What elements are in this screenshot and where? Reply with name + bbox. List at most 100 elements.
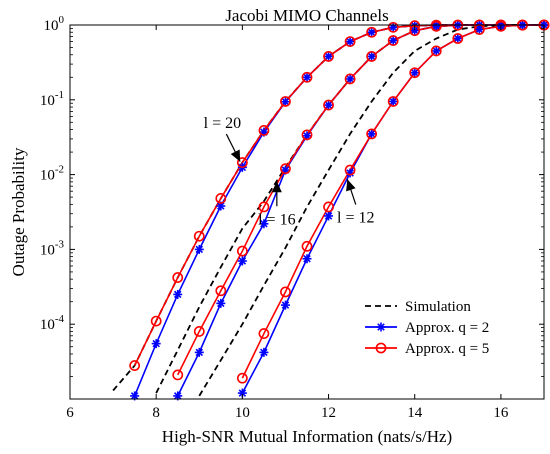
data-point-approx-q-2-l16: [367, 51, 377, 61]
data-point-approx-q-2-l16: [324, 100, 334, 110]
annotation-2: l = 16: [258, 181, 296, 228]
legend-marker-circle: [375, 342, 387, 354]
data-point-approx-q-5-l20: [236, 157, 248, 168]
data-point-approx-q-2-l12-stroke: [454, 34, 462, 43]
annotations: l = 20 l = 16 l = 12: [204, 115, 375, 228]
data-point-approx-q-2-l20: [324, 51, 334, 61]
data-point-approx-q-5-l16: [172, 369, 184, 381]
data-point-approx-q-2-l16-stroke: [260, 220, 268, 228]
data-point-approx-q-5-l16: [280, 163, 291, 175]
data-point-approx-q-5-l12: [430, 45, 442, 57]
annotation-arrow-head: [271, 181, 282, 193]
data-point-approx-q-2-l16: [216, 298, 226, 308]
data-point-approx-q-5-l20: [258, 124, 270, 136]
data-point-approx-q-2-l16-stroke: [238, 257, 247, 265]
legend-entry-2: Approx. q = 2: [365, 320, 489, 336]
data-point-approx-q-2-l20: [194, 244, 204, 254]
annotation-label: l = 16: [258, 211, 295, 228]
data-point-approx-q-2-l12: [388, 96, 398, 106]
data-point-approx-q-5-l20: [172, 272, 184, 283]
x-tick-label: 10: [235, 405, 250, 421]
data-point-approx-q-2-l12-stroke: [260, 348, 268, 357]
data-point-approx-q-2-l16-stroke: [410, 26, 419, 35]
data-point-approx-q-2-l16: [194, 347, 204, 357]
data-point-approx-q-5-l20: [150, 315, 162, 327]
data-point-approx-q-2-l12-stroke: [389, 97, 397, 106]
data-point-approx-q-2-l12-stroke: [324, 212, 333, 220]
data-point-approx-q-5-l12: [495, 20, 507, 32]
data-point-approx-q-2-l12-stroke: [410, 68, 419, 77]
data-point-approx-q-2-l20-stroke: [367, 28, 376, 36]
legend-label: Simulation: [405, 299, 471, 315]
x-tick-label: 16: [493, 405, 509, 421]
x-axis-label: High-SNR Mutual Information (nats/s/Hz): [162, 427, 452, 446]
data-point-approx-q-5-l16: [366, 51, 378, 62]
marker-layer: [129, 19, 550, 401]
data-point-approx-q-2-l20-stroke: [152, 339, 160, 348]
data-point-approx-q-5-l12: [280, 286, 291, 298]
data-point-approx-q-2-l12-stroke: [367, 130, 376, 138]
axis-ticks: 6 8 10 12 14 16 100 10-1 10-2 10-3 10-4: [40, 14, 544, 421]
data-point-approx-q-2-l12-stroke: [432, 47, 441, 55]
data-point-approx-q-5-l20: [215, 193, 227, 204]
data-point-approx-q-2-l20: [130, 391, 140, 401]
data-point-approx-q-2-l12: [302, 254, 312, 264]
data-point-approx-q-2-l16: [388, 36, 398, 46]
legend: Simulation Approx. q = 2 Approx. q = 5: [357, 292, 537, 363]
data-point-approx-q-5-l16: [215, 285, 227, 297]
data-point-approx-q-5-l16: [323, 99, 334, 111]
data-point-approx-q-2-l20-stroke: [130, 392, 139, 400]
data-point-approx-q-2-l16-stroke: [432, 22, 441, 31]
data-point-approx-q-2-l20-stroke: [195, 245, 204, 254]
data-point-approx-q-2-l16-stroke: [346, 75, 354, 83]
data-point-approx-q-5-l12: [409, 67, 421, 79]
data-point-approx-q-2-l20-stroke: [324, 52, 333, 61]
data-point-approx-q-2-l12: [259, 347, 269, 357]
data-point-approx-q-2-l12: [431, 46, 441, 56]
legend-label: Approx. q = 2: [405, 320, 489, 336]
data-point-approx-q-5-l20: [129, 360, 141, 371]
data-point-approx-q-2-l12-stroke: [475, 25, 484, 34]
legend-marker-star: [376, 322, 386, 332]
data-point-approx-q-5-l16: [193, 326, 205, 337]
data-point-approx-q-2-l12: [453, 33, 463, 43]
x-tick-label: 8: [152, 405, 160, 421]
data-point-approx-q-2-l20: [151, 339, 161, 349]
legend-label: Approx. q = 5: [405, 341, 489, 357]
data-point-approx-q-5-l12: [452, 33, 464, 44]
annotation-3: l = 12: [337, 179, 375, 227]
data-point-approx-q-5-l12: [344, 164, 356, 176]
data-point-approx-q-2-l12: [324, 211, 334, 221]
data-point-approx-q-2-l20-stroke: [346, 37, 354, 46]
data-point-approx-q-2-l12-stroke: [238, 389, 247, 397]
data-point-approx-q-5-l12: [366, 128, 378, 140]
legend-marker-star-stroke: [377, 323, 385, 331]
data-point-approx-q-5-l20: [193, 230, 205, 242]
chart-title: Jacobi MIMO Channels: [225, 6, 388, 25]
data-point-approx-q-2-l16-stroke: [173, 392, 182, 400]
data-point-approx-q-2-l20: [345, 37, 355, 47]
data-point-approx-q-2-l12: [410, 68, 420, 78]
data-point-approx-q-5-l12: [236, 372, 248, 384]
data-point-approx-q-5-l20: [301, 71, 313, 83]
data-point-approx-q-2-l12: [367, 129, 377, 139]
data-point-approx-q-5-l16: [301, 129, 313, 141]
data-point-approx-q-2-l16-stroke: [324, 101, 333, 109]
annotation-arrow-head: [346, 179, 356, 192]
data-point-approx-q-2-l20: [302, 72, 312, 82]
data-point-approx-q-2-l16-stroke: [303, 132, 311, 140]
y-tick-label: 10-1: [40, 89, 64, 109]
legend-entry-1: Simulation: [365, 299, 471, 315]
data-point-approx-q-2-l16: [237, 256, 247, 266]
y-axis-label: Outage Probability: [9, 147, 28, 276]
x-tick-label: 12: [321, 405, 336, 421]
data-point-approx-q-2-l12-stroke: [303, 254, 311, 263]
plot-frame: [69, 24, 545, 400]
annotation-label: l = 12: [337, 210, 374, 227]
annotation-label: l = 20: [204, 115, 241, 132]
data-point-approx-q-5-l12: [301, 240, 313, 252]
data-point-approx-q-2-l16: [431, 21, 441, 31]
data-point-approx-q-5-l20: [280, 96, 291, 107]
x-tick-label: 6: [66, 405, 74, 421]
